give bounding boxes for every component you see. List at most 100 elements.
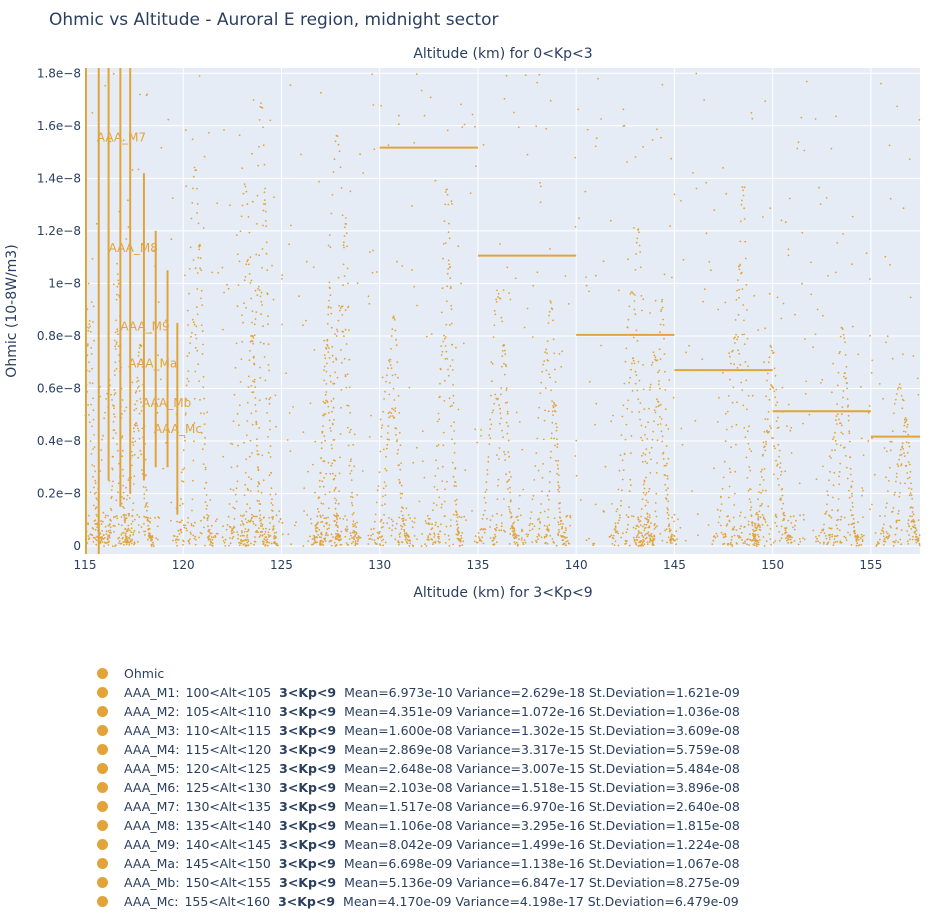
data-point [507, 480, 509, 482]
data-point [484, 509, 486, 512]
data-point [510, 515, 513, 518]
data-point [196, 203, 199, 205]
data-point [367, 543, 370, 545]
data-point [326, 345, 329, 347]
data-point [733, 504, 736, 506]
data-point [548, 490, 551, 493]
data-point [618, 514, 621, 517]
data-point [444, 242, 447, 244]
data-point [101, 520, 104, 523]
data-point [339, 456, 341, 459]
data-point [115, 319, 117, 322]
legend-item[interactable]: AAA_M1: 100<Alt<105 3<Kp<9 Mean=6.973e-10 V… [97, 683, 740, 702]
data-point [128, 544, 131, 546]
data-point [198, 248, 201, 251]
data-point [667, 508, 669, 511]
data-point [489, 519, 492, 521]
legend-item[interactable]: AAA_M9: 140<Alt<145 3<Kp<9 Mean=8.042e-09 V… [97, 835, 740, 854]
data-point [909, 515, 911, 517]
data-point [333, 520, 336, 523]
data-point [317, 534, 320, 536]
data-point [328, 507, 330, 510]
data-point [641, 309, 643, 312]
data-point [508, 455, 510, 458]
y-tick-label: 1.6e−8 [37, 119, 81, 133]
data-point [620, 499, 622, 502]
data-point [566, 540, 569, 542]
data-point [131, 509, 134, 511]
data-point [498, 529, 501, 532]
data-point [116, 443, 118, 446]
data-point [338, 150, 341, 153]
data-point [766, 524, 769, 527]
data-point [842, 233, 844, 235]
legend-item[interactable]: AAA_Ma: 145<Alt<150 3<Kp<9 Mean=6.698e-09 V… [97, 854, 740, 873]
data-point [93, 465, 96, 468]
data-point [217, 272, 220, 274]
data-point [231, 532, 234, 535]
data-point [845, 539, 848, 542]
data-point [904, 431, 907, 433]
plot-area[interactable] [85, 68, 920, 554]
data-point [146, 505, 149, 508]
data-point [372, 104, 375, 106]
data-point [456, 516, 459, 519]
annotation-label: AAA_Mb [142, 396, 191, 410]
data-point [210, 541, 213, 544]
data-point [504, 530, 506, 533]
data-point [548, 524, 551, 526]
data-point [397, 395, 400, 397]
data-point [241, 531, 243, 534]
data-point [500, 525, 503, 528]
data-point [336, 514, 339, 516]
data-point [790, 541, 793, 544]
data-point [394, 527, 397, 530]
data-point [635, 543, 638, 546]
data-point [259, 531, 262, 533]
legend-item[interactable]: AAA_M5: 120<Alt<125 3<Kp<9 Mean=2.648e-08 V… [97, 759, 740, 778]
data-point [779, 474, 782, 476]
legend-item[interactable]: Ohmic [97, 664, 740, 683]
data-point [337, 276, 340, 279]
data-point [673, 534, 676, 537]
data-point [233, 518, 236, 520]
data-point [332, 472, 334, 475]
data-point [907, 519, 910, 522]
data-point [750, 111, 753, 114]
legend-item[interactable]: AAA_M7: 130<Alt<135 3<Kp<9 Mean=1.517e-08 V… [97, 797, 740, 816]
data-point [345, 343, 348, 345]
data-point [480, 528, 483, 530]
data-point [778, 531, 780, 533]
legend-item[interactable]: AAA_M8: 135<Alt<140 3<Kp<9 Mean=1.106e-08 V… [97, 816, 740, 835]
data-point [659, 416, 661, 418]
data-point [212, 536, 215, 539]
data-point [609, 219, 612, 222]
data-point [631, 515, 633, 517]
legend-item[interactable]: AAA_M2: 105<Alt<110 3<Kp<9 Mean=4.351e-09 V… [97, 702, 740, 721]
data-point [661, 435, 664, 438]
data-point [415, 73, 418, 76]
legend-item[interactable]: AAA_M6: 125<Alt<130 3<Kp<9 Mean=2.103e-08 V… [97, 778, 740, 797]
data-point [741, 186, 744, 189]
data-point [121, 455, 124, 458]
data-point [332, 171, 335, 173]
data-point [115, 432, 117, 434]
legend-item[interactable]: AAA_Mc: 155<Alt<160 3<Kp<9 Mean=4.170e-09 V… [97, 892, 740, 911]
data-point [650, 364, 653, 366]
data-point [336, 529, 339, 532]
data-point [118, 540, 121, 542]
legend-item[interactable]: AAA_M4: 115<Alt<120 3<Kp<9 Mean=2.869e-08 V… [97, 740, 740, 759]
data-point [646, 513, 649, 515]
data-point [334, 536, 337, 539]
data-point [814, 118, 817, 120]
data-point [908, 445, 911, 448]
legend-item[interactable]: AAA_Mb: 150<Alt<155 3<Kp<9 Mean=5.136e-09 V… [97, 873, 740, 892]
legend-item[interactable]: AAA_M3: 110<Alt<115 3<Kp<9 Mean=1.600e-08 V… [97, 721, 740, 740]
data-point [275, 531, 278, 534]
data-point [495, 541, 498, 543]
data-point [753, 294, 756, 297]
data-point [348, 358, 351, 361]
data-point [834, 271, 837, 274]
data-point [557, 528, 560, 531]
data-point [101, 541, 104, 543]
